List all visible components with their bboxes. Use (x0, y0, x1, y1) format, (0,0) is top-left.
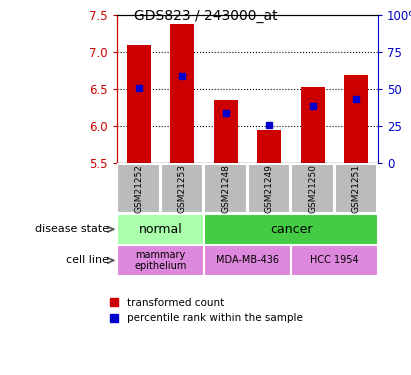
Bar (214, 100, 238, 163)
Text: GSM21248: GSM21248 (222, 164, 231, 213)
FancyBboxPatch shape (204, 245, 291, 276)
Text: HCC 1954: HCC 1954 (310, 255, 359, 266)
Bar (344, 75, 368, 163)
Text: GSM21250: GSM21250 (308, 164, 317, 213)
Text: MDA-MB-436: MDA-MB-436 (216, 255, 279, 266)
Text: cell line: cell line (66, 255, 109, 266)
Bar (257, 130, 282, 163)
FancyBboxPatch shape (291, 164, 334, 213)
FancyBboxPatch shape (117, 214, 204, 245)
FancyBboxPatch shape (204, 214, 378, 245)
FancyBboxPatch shape (117, 164, 160, 213)
Text: GSM21252: GSM21252 (134, 164, 143, 213)
FancyBboxPatch shape (161, 164, 203, 213)
Bar (127, 45, 151, 163)
Bar (301, 87, 325, 163)
Text: disease state: disease state (35, 224, 109, 234)
Text: cancer: cancer (270, 223, 312, 236)
FancyBboxPatch shape (335, 164, 377, 213)
FancyBboxPatch shape (117, 245, 204, 276)
FancyBboxPatch shape (291, 245, 378, 276)
Text: normal: normal (139, 223, 182, 236)
Text: GSM21249: GSM21249 (265, 164, 274, 213)
Legend: transformed count, percentile rank within the sample: transformed count, percentile rank withi… (110, 298, 302, 323)
FancyBboxPatch shape (204, 164, 247, 213)
Text: mammary
epithelium: mammary epithelium (134, 250, 187, 271)
Text: GSM21251: GSM21251 (352, 164, 361, 213)
Text: GDS823 / 243000_at: GDS823 / 243000_at (134, 9, 277, 23)
FancyBboxPatch shape (247, 164, 290, 213)
Bar (171, 24, 194, 163)
Text: GSM21253: GSM21253 (178, 164, 187, 213)
